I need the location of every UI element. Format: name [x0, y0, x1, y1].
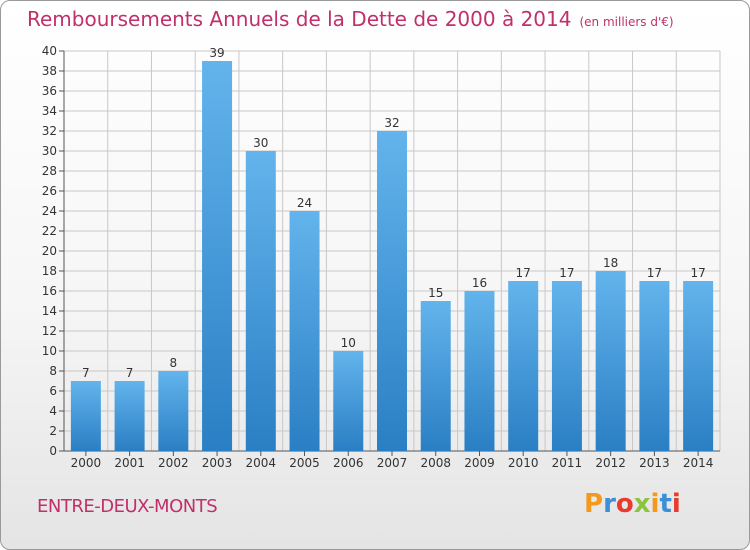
x-tick-label: 2009 [464, 456, 495, 470]
data-label: 7 [126, 366, 134, 380]
x-tick-label: 2005 [289, 456, 320, 470]
y-tick-label: 16 [42, 284, 57, 298]
bar [158, 371, 189, 451]
x-tick-label: 2001 [114, 456, 145, 470]
data-label: 30 [253, 136, 268, 150]
x-tick-label: 2004 [246, 456, 277, 470]
bar [245, 151, 276, 451]
data-label: 18 [603, 256, 618, 270]
y-tick-label: 30 [42, 144, 57, 158]
bar [551, 281, 582, 451]
data-label: 15 [428, 286, 443, 300]
brand-letter: t [659, 489, 672, 519]
x-tick-label: 2003 [202, 456, 233, 470]
bar [333, 351, 364, 451]
y-tick-label: 28 [42, 164, 57, 178]
data-label: 17 [690, 266, 705, 280]
bar [595, 271, 626, 451]
y-tick-label: 36 [42, 84, 57, 98]
title-text: Remboursements Annuels de la Dette de 20… [27, 7, 572, 31]
y-tick-label: 22 [42, 224, 57, 238]
chart-title: Remboursements Annuels de la Dette de 20… [27, 7, 674, 31]
data-label: 39 [209, 46, 224, 60]
x-tick-label: 2011 [552, 456, 583, 470]
y-tick-label: 26 [42, 184, 57, 198]
bar [202, 61, 233, 451]
y-tick-label: 32 [42, 124, 57, 138]
bar [683, 281, 714, 451]
x-tick-label: 2007 [377, 456, 408, 470]
title-unit: (en milliers d'€) [579, 15, 674, 29]
y-tick-label: 0 [49, 444, 57, 458]
bar [508, 281, 539, 451]
y-tick-label: 12 [42, 324, 57, 338]
axes: 0246810121416182022242628303234363840200… [42, 44, 720, 470]
brand-logo[interactable]: Proxiti [584, 489, 681, 519]
y-tick-label: 10 [42, 344, 57, 358]
bar [464, 291, 495, 451]
data-label: 16 [472, 276, 487, 290]
data-label: 10 [341, 336, 356, 350]
y-tick-label: 34 [42, 104, 57, 118]
bar [377, 131, 407, 451]
data-labels: 7 7 8 39 30 24 10 32 15 16 17 17 18 17 17 [82, 46, 706, 380]
y-tick-label: 2 [49, 424, 57, 438]
y-tick-label: 6 [49, 384, 57, 398]
y-tick-label: 40 [42, 44, 57, 58]
y-tick-label: 14 [42, 304, 57, 318]
x-tick-label: 2013 [639, 456, 670, 470]
x-tick-label: 2012 [595, 456, 626, 470]
data-label: 17 [647, 266, 662, 280]
brand-letter: r [603, 489, 616, 519]
commune-name: ENTRE-DEUX-MONTS [37, 496, 218, 517]
y-tick-label: 8 [49, 364, 57, 378]
brand-letter: i [671, 489, 681, 519]
bar [70, 381, 101, 451]
y-tick-label: 4 [49, 404, 57, 418]
y-tick-label: 38 [42, 64, 57, 78]
data-label: 17 [559, 266, 574, 280]
y-tick-label: 20 [42, 244, 57, 258]
bar [639, 281, 670, 451]
x-tick-label: 2010 [508, 456, 539, 470]
bar [114, 381, 145, 451]
bars [70, 61, 714, 451]
bar [289, 211, 320, 451]
brand-letter: o [615, 489, 634, 519]
brand-letter: x [633, 489, 651, 519]
bar [420, 301, 451, 451]
data-label: 32 [384, 116, 399, 130]
x-tick-label: 2000 [71, 456, 102, 470]
x-tick-label: 2002 [158, 456, 189, 470]
y-tick-label: 18 [42, 264, 57, 278]
data-label: 24 [297, 196, 312, 210]
data-label: 17 [516, 266, 531, 280]
y-tick-label: 24 [42, 204, 57, 218]
brand-letter: i [650, 489, 660, 519]
data-label: 7 [82, 366, 90, 380]
x-tick-label: 2008 [420, 456, 451, 470]
x-tick-label: 2014 [683, 456, 714, 470]
x-tick-label: 2006 [333, 456, 364, 470]
data-label: 8 [170, 356, 178, 370]
brand-letter: P [584, 489, 604, 519]
